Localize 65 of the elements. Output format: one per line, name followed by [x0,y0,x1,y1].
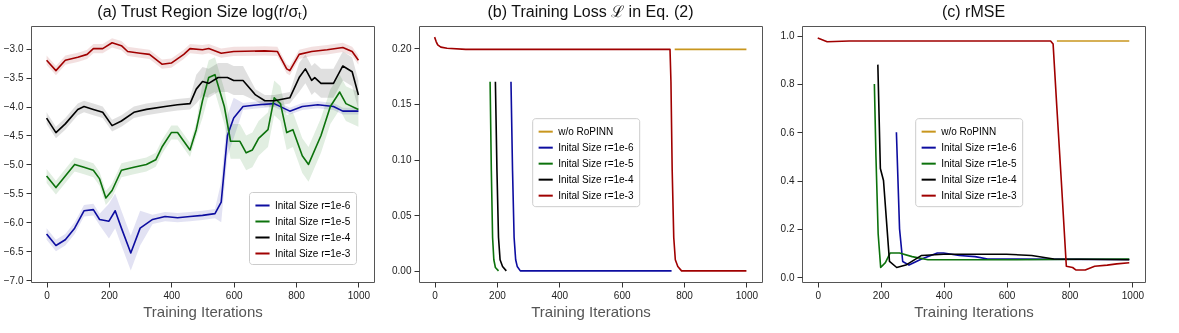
legend-label: w/o RoPINN [940,125,997,137]
y-tick-label: −6.5 [3,245,24,257]
line-series [816,37,1131,271]
line-series [489,80,500,272]
legend-label: Inital Size r=1e-6 [941,141,1017,153]
legend-label: w/o RoPINN [557,125,614,137]
chart-title: (a) Trust Region Size log(r/σₜ) [97,3,308,20]
y-tick-label: −3.0 [3,43,24,55]
x-tick-label: 800 [676,289,694,301]
x-tick-label: 600 [613,289,631,301]
y-tick-label: 0.0 [780,271,795,283]
x-tick-label: 0 [44,289,51,301]
x-tick-label: 800 [1061,289,1079,301]
legend-label: Inital Size r=1e-6 [558,141,634,153]
x-tick-label: 400 [935,289,953,301]
x-tick-label: 1000 [735,289,759,301]
x-tick-label: 200 [101,289,119,301]
line-series [45,65,360,134]
x-tick-label: 400 [163,289,181,301]
legend-label: Inital Size r=1e-4 [558,173,634,185]
y-tick-label: 0.8 [780,78,795,90]
chart-title: (b) Training Loss ℒ in Eq. (2) [487,3,694,20]
y-tick-label: 0.05 [392,209,412,221]
legend-label: Inital Size r=1e-3 [275,247,351,259]
y-tick-label: −5.0 [3,158,24,170]
x-tick-label: 1000 [347,289,371,301]
legend-label: Inital Size r=1e-3 [558,189,634,201]
legend-label: Inital Size r=1e-5 [558,157,634,169]
y-tick-label: −7.0 [3,274,24,286]
y-tick-label: 0.4 [780,175,795,187]
y-tick-label: −3.5 [3,72,24,84]
legend-label: Inital Size r=1e-6 [275,199,351,211]
x-tick-label: 1000 [1121,289,1145,301]
x-tick-label: 400 [551,289,569,301]
x-tick-label: 0 [815,289,822,301]
y-tick-label: 0.20 [392,42,412,54]
x-tick-label: 200 [489,289,507,301]
y-tick-label: 0.10 [392,154,412,166]
x-tick-label: 200 [872,289,890,301]
x-tick-label: 600 [225,289,243,301]
line-series [45,73,360,199]
x-tick-label: 600 [998,289,1016,301]
legend-label: Inital Size r=1e-4 [275,231,351,243]
y-tick-label: 0.6 [780,126,795,138]
line-series [510,80,673,272]
legend-label: Inital Size r=1e-5 [941,157,1017,169]
y-tick-label: 0.2 [780,223,795,235]
y-tick-label: 1.0 [780,30,795,42]
y-tick-label: 0.00 [392,265,412,277]
x-axis-title: Training Iterations [143,302,263,320]
line-series [494,80,508,272]
y-tick-label: −4.0 [3,101,24,113]
x-tick-label: 800 [288,289,306,301]
legend-label: Inital Size r=1e-5 [275,215,351,227]
legend-label: Inital Size r=1e-4 [941,173,1017,185]
line-series [433,36,748,272]
y-tick-label: −4.5 [3,129,24,141]
legend-label: Inital Size r=1e-3 [941,189,1017,201]
x-axis-title: Training Iterations [914,302,1034,320]
x-axis-title: Training Iterations [531,302,651,320]
y-tick-label: −6.0 [3,216,24,228]
x-tick-label: 0 [432,289,439,301]
y-tick-label: 0.15 [392,98,412,110]
chart-title: (c) rMSE [941,3,1006,20]
y-tick-label: −5.5 [3,187,24,199]
